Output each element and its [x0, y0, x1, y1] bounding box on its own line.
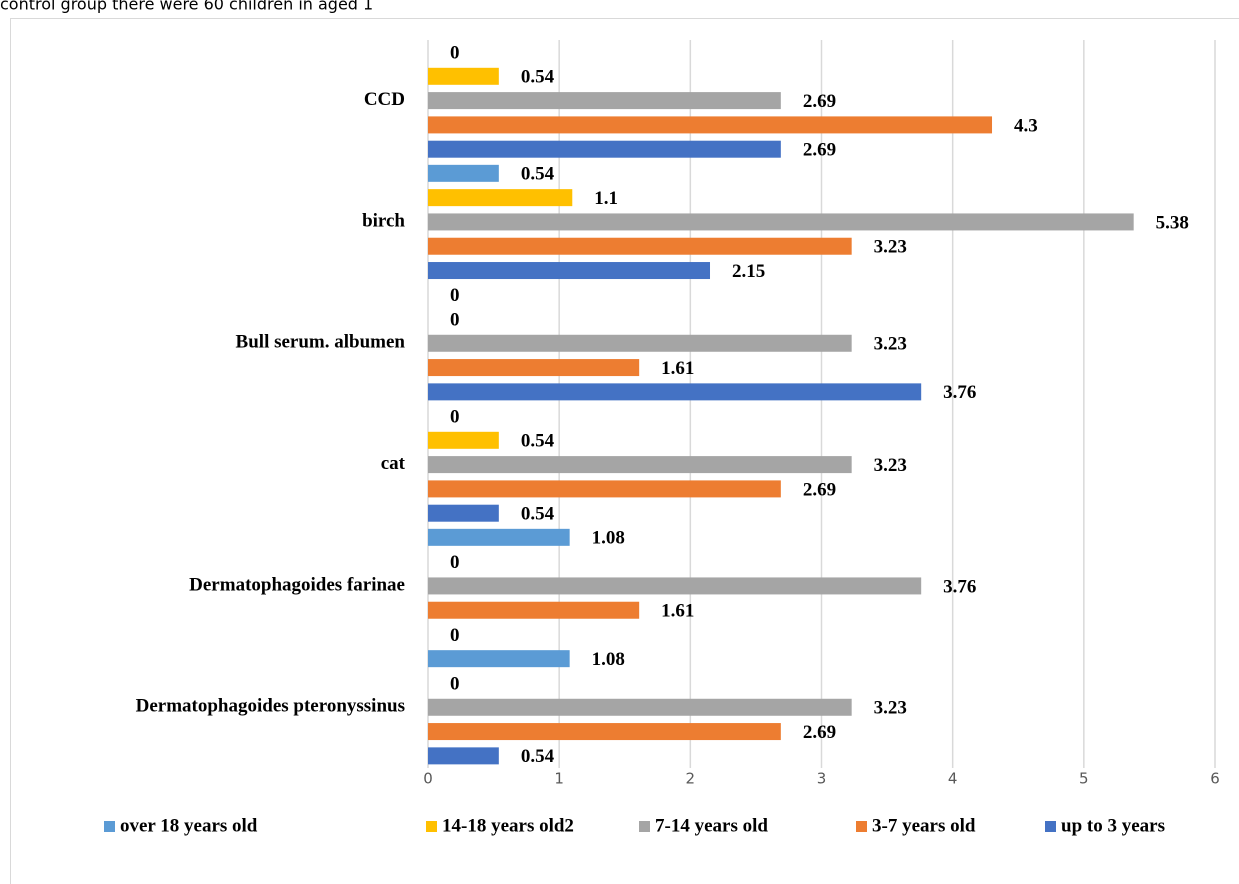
bar — [428, 601, 640, 619]
bar — [428, 359, 640, 377]
legend-swatch — [1045, 821, 1056, 832]
bar — [428, 577, 922, 595]
value-label: 4.3 — [1014, 115, 1038, 136]
legend-label: 3-7 years old — [872, 815, 976, 836]
value-label: 3.76 — [943, 382, 976, 403]
category-label: Dermatophagoides farinae — [189, 574, 405, 595]
value-label: 0.54 — [521, 504, 555, 525]
value-label: 3.76 — [943, 576, 976, 597]
bar — [428, 262, 711, 280]
x-tick-label: 0 — [423, 770, 433, 788]
value-label: 0 — [450, 309, 460, 330]
legend-label: 14-18 years old2 — [442, 815, 574, 836]
value-label: 0 — [450, 42, 460, 63]
bar — [428, 480, 781, 498]
x-tick-label: 5 — [1079, 770, 1089, 788]
value-label: 0.54 — [521, 746, 555, 767]
value-label: 5.38 — [1156, 212, 1189, 233]
value-label: 0 — [450, 625, 460, 646]
legend-label: over 18 years old — [120, 815, 258, 836]
bar — [428, 164, 499, 182]
value-label: 2.15 — [732, 261, 765, 282]
value-label: 1.08 — [592, 649, 625, 670]
bar — [428, 189, 573, 207]
value-label: 0.54 — [521, 164, 555, 185]
bar — [428, 504, 499, 522]
value-label: 3.23 — [874, 455, 907, 476]
bar — [428, 698, 852, 716]
value-label: 1.1 — [594, 188, 618, 209]
bar — [428, 383, 922, 401]
x-tick-label: 6 — [1210, 770, 1220, 788]
value-label: 0 — [450, 552, 460, 573]
legend-label: 7-14 years old — [655, 815, 768, 836]
bar — [428, 116, 993, 134]
x-tick-label: 1 — [554, 770, 564, 788]
value-label: 0 — [450, 285, 460, 306]
caption: control group there were 60 children in … — [0, 0, 373, 14]
bar — [428, 92, 781, 110]
value-label: 0 — [450, 406, 460, 427]
value-label: 2.69 — [803, 91, 836, 112]
x-tick-label: 2 — [686, 770, 696, 788]
legend-label: up to 3 years — [1061, 815, 1165, 836]
bar — [428, 431, 499, 449]
value-label: 2.69 — [803, 140, 836, 161]
value-label: 3.23 — [874, 237, 907, 258]
bar — [428, 334, 852, 352]
category-label: birch — [362, 210, 405, 231]
bar — [428, 528, 570, 546]
bar — [428, 747, 499, 765]
bar — [428, 67, 499, 85]
value-label: 0 — [450, 673, 460, 694]
value-label: 0.54 — [521, 67, 555, 88]
category-label: cat — [381, 453, 406, 474]
x-tick-label: 4 — [948, 770, 958, 788]
category-label: Bull serum. albumen — [236, 332, 406, 353]
value-label: 3.23 — [874, 334, 907, 355]
value-label: 2.69 — [803, 479, 836, 500]
value-label: 0.54 — [521, 431, 555, 452]
legend-swatch — [639, 821, 650, 832]
bar — [428, 456, 852, 474]
bar — [428, 650, 570, 668]
value-label: 3.23 — [874, 698, 907, 719]
value-label: 1.61 — [661, 358, 694, 379]
bar — [428, 140, 781, 158]
value-label: 2.69 — [803, 722, 836, 743]
bar — [428, 237, 852, 255]
category-label: Dermatophagoides pteronyssinus — [136, 696, 405, 717]
bar — [428, 723, 781, 741]
legend-swatch — [104, 821, 115, 832]
legend-swatch — [426, 821, 437, 832]
category-label: CCD — [364, 89, 405, 110]
x-tick-label: 3 — [817, 770, 827, 788]
value-label: 1.08 — [592, 528, 625, 549]
legend-swatch — [856, 821, 867, 832]
bar — [428, 213, 1134, 231]
value-label: 1.61 — [661, 601, 694, 622]
